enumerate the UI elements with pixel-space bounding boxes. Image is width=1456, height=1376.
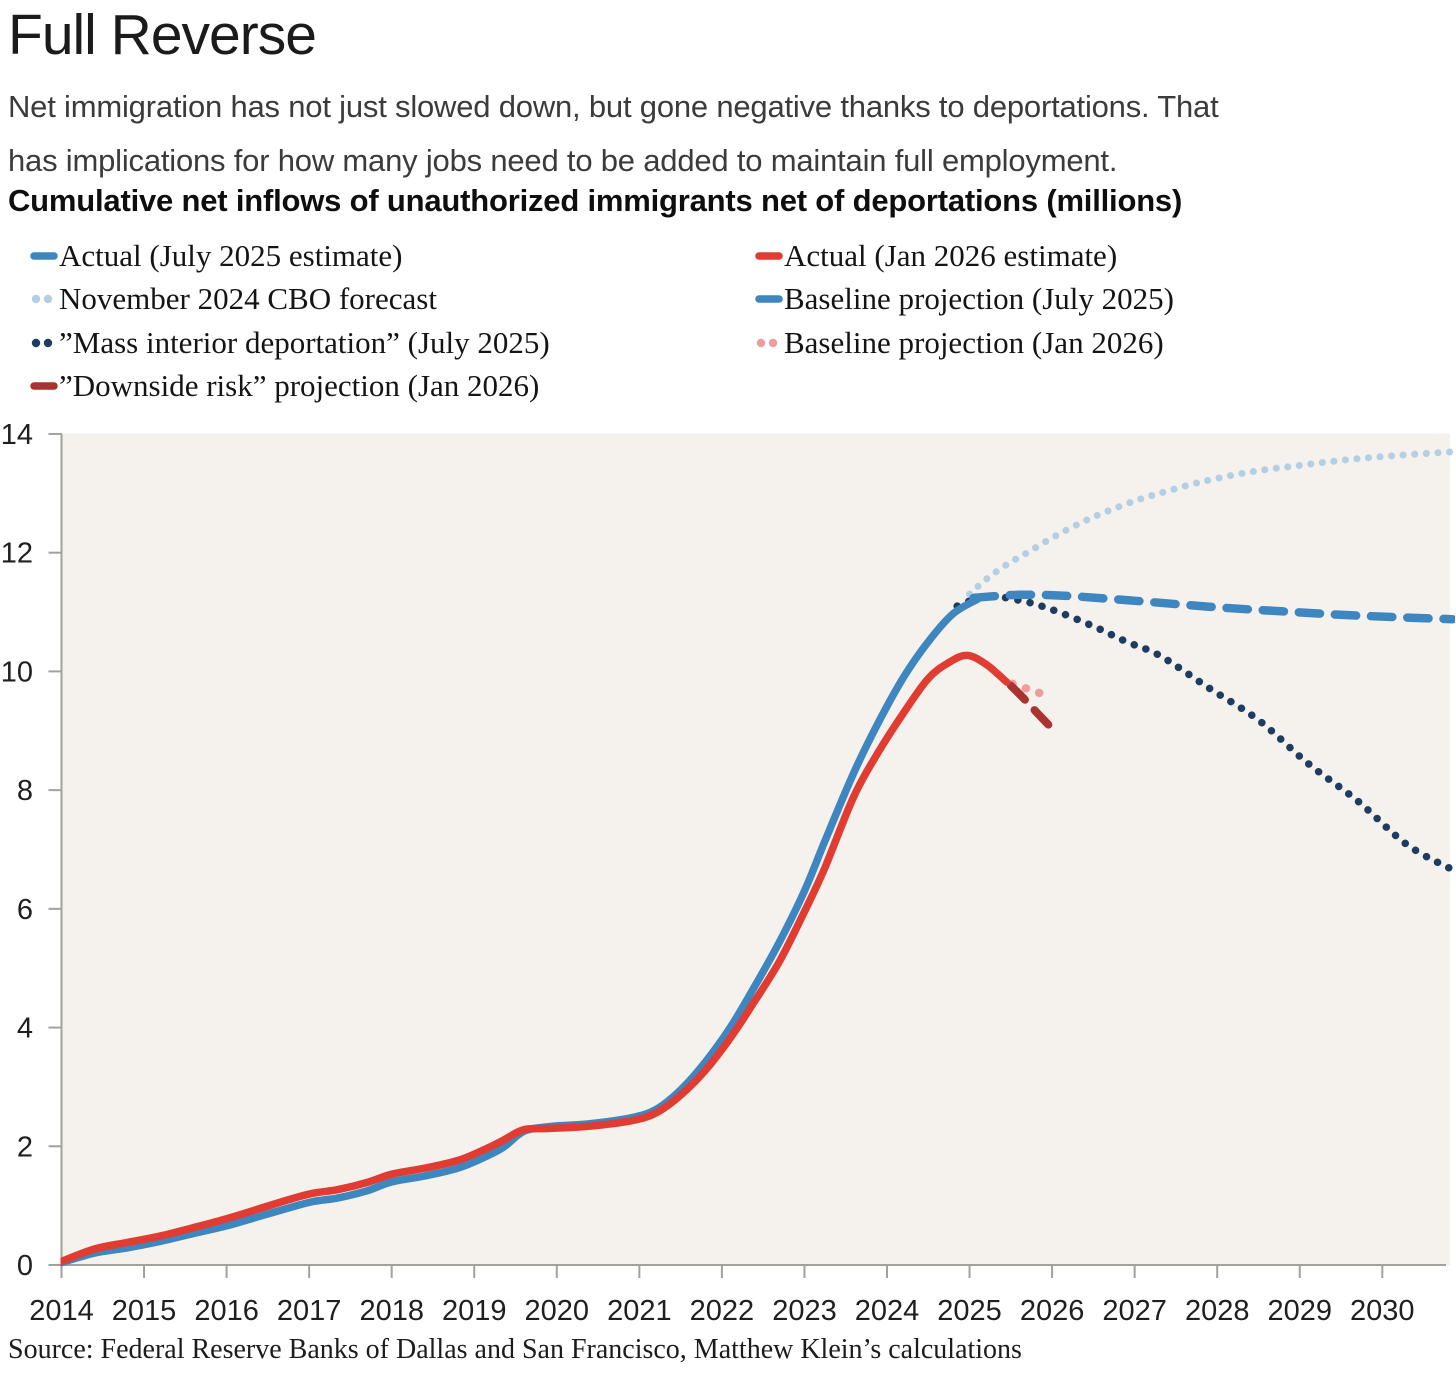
y-tick-label: 4 [17,1013,33,1045]
subtitle-line-1: Net immigration has not just slowed down… [8,89,1219,124]
line-swatch-icon [755,249,784,263]
legend-label: Baseline projection (July 2025) [784,281,1174,317]
dotted-swatch-icon [755,336,784,350]
legend-item-cbo-forecast: November 2024 CBO forecast [30,278,550,322]
y-tick-label: 6 [17,894,33,926]
y-tick-label: 2 [17,1131,33,1163]
chart-title: Cumulative net inflows of unauthorized i… [8,183,1183,218]
y-tick-label: 0 [17,1250,33,1282]
y-tick-label: 14 [1,419,33,451]
y-tick-label: 10 [1,656,33,688]
series-line-2 [969,590,1455,624]
x-tick-label: 2018 [359,1295,424,1327]
x-tick-label: 2029 [1267,1295,1332,1327]
line-swatch-icon [30,249,59,263]
x-tick-label: 2025 [937,1295,1002,1327]
legend-label: ”Mass interior deportation” (July 2025) [59,324,550,360]
plot-background [61,433,1450,1265]
x-tick-label: 2023 [772,1295,837,1327]
x-tick-label: 2024 [855,1295,920,1327]
legend-label: Baseline projection (Jan 2026) [784,324,1164,360]
x-tick-label: 2028 [1185,1295,1250,1327]
x-tick-label: 2015 [112,1295,177,1327]
dotted-swatch-icon [30,336,59,350]
legend-item-mass-interior-deportation: ”Mass interior deportation” (July 2025) [30,321,550,365]
legend-label: Actual (July 2025 estimate) [59,237,403,273]
legend-item-baseline-jan-2026: Baseline projection (Jan 2026) [755,321,1174,365]
legend-column-right: Actual (Jan 2026 estimate) Baseline proj… [755,234,1174,365]
dash-swatch-icon [30,379,59,393]
x-tick-label: 2014 [29,1295,94,1327]
legend-item-downside-risk: ”Downside risk” projection (Jan 2026) [30,365,550,409]
series-line-1 [953,592,1455,874]
legend-item-actual-july-2025: Actual (July 2025 estimate) [30,234,550,278]
source-note: Source: Federal Reserve Banks of Dallas … [8,1334,1022,1365]
x-tick-label: 2019 [442,1295,507,1327]
dotted-swatch-icon [30,292,59,306]
legend-label: November 2024 CBO forecast [59,281,437,317]
series-line-5 [1006,681,1054,730]
x-tick-label: 2016 [194,1295,259,1327]
x-tick-label: 2017 [277,1295,342,1327]
y-tick-label: 12 [1,538,33,570]
x-tick-label: 2026 [1020,1295,1085,1327]
page-title: Full Reverse [8,3,317,67]
subtitle-line-2: has implications for how many jobs need … [8,143,1118,178]
legend-item-baseline-july-2025: Baseline projection (July 2025) [755,278,1174,322]
legend-label: Actual (Jan 2026 estimate) [784,237,1118,273]
x-tick-label: 2022 [690,1295,755,1327]
legend-column-left: Actual (July 2025 estimate) November 202… [30,234,550,408]
subtitle: Net immigration has not just slowed down… [8,80,1219,188]
x-tick-label: 2027 [1102,1295,1167,1327]
legend-item-actual-jan-2026: Actual (Jan 2026 estimate) [755,234,1174,278]
x-tick-label: 2021 [607,1295,672,1327]
legend-label: ”Downside risk” projection (Jan 2026) [59,368,540,404]
dash-swatch-icon [755,292,784,306]
series-line-6 [60,651,1011,1266]
x-tick-label: 2020 [525,1295,590,1327]
series-line-0 [966,448,1455,598]
x-tick-label: 2030 [1350,1295,1415,1327]
y-tick-label: 8 [17,775,33,807]
